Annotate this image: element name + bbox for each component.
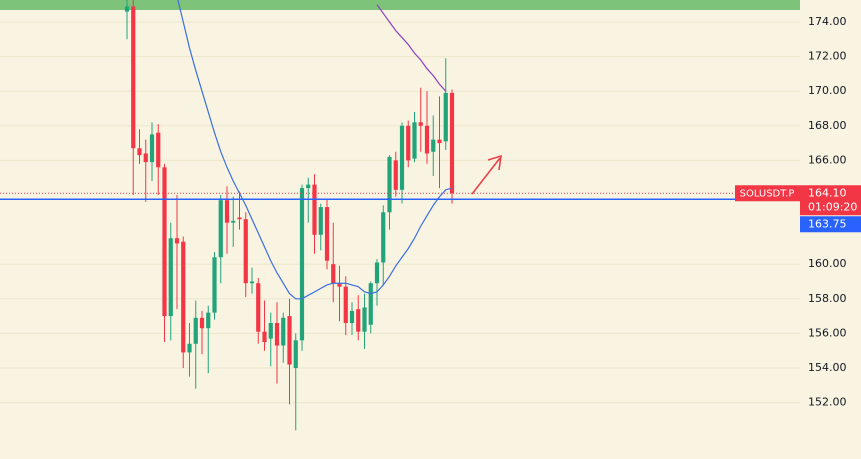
candle-body	[337, 283, 342, 287]
last-price-badge	[800, 185, 861, 216]
candle-body	[199, 317, 205, 329]
candle-body	[349, 310, 355, 324]
candle-body	[281, 317, 286, 346]
candle-body	[256, 283, 261, 332]
grid	[0, 21, 800, 404]
y-tick-label: 174.00	[808, 15, 847, 28]
symbol-label: SOLUSDT.P	[740, 188, 795, 199]
candle-body	[237, 217, 242, 220]
candle-body	[318, 207, 323, 235]
candle-body	[224, 200, 230, 223]
ma-line	[376, 4, 447, 92]
candle-body	[356, 309, 361, 332]
candle-body	[331, 264, 336, 284]
candle-body	[243, 219, 248, 284]
y-tick-label: 168.00	[808, 119, 847, 132]
candle-body	[381, 212, 386, 263]
candle-body	[193, 317, 198, 344]
candle-body	[143, 153, 148, 163]
countdown-label: 01:09:20	[808, 200, 857, 213]
candle-body	[449, 92, 455, 194]
candle-body	[268, 323, 273, 339]
price-line-badge	[800, 216, 861, 233]
candle-body	[274, 323, 280, 346]
candle-body	[156, 132, 161, 168]
y-tick-label: 154.00	[808, 361, 847, 374]
price-axis: 152.00 154.00 156.00 158.00 160.00 166.00 168.…	[808, 15, 847, 409]
candle-body	[299, 188, 305, 341]
y-tick-label: 156.00	[808, 326, 847, 339]
plot	[0, 0, 800, 431]
ma-line	[177, 0, 453, 300]
candle-body	[249, 281, 255, 284]
candle-body	[293, 340, 298, 368]
candle-body	[387, 156, 392, 213]
price-line-label: 163.75	[808, 217, 847, 230]
y-tick-label: 152.00	[808, 396, 847, 409]
candle-body	[399, 125, 405, 190]
candle-body	[124, 6, 130, 12]
candle-body	[149, 134, 155, 163]
candle-body	[343, 286, 348, 324]
candle-body	[443, 92, 448, 142]
candle-body	[312, 184, 317, 235]
candle-body	[187, 343, 192, 353]
candle-body	[262, 331, 267, 343]
y-tick-label: 172.00	[808, 50, 847, 63]
last-price-label: 164.10	[808, 186, 847, 199]
candle-body	[324, 207, 330, 261]
y-tick-label: 170.00	[808, 84, 847, 97]
candle-body	[418, 122, 423, 126]
candle-body	[131, 6, 136, 149]
candle-body	[218, 200, 223, 258]
candle-body	[412, 122, 417, 159]
candle-body	[374, 262, 380, 284]
candle-body	[212, 257, 217, 313]
symbol-badge	[735, 185, 800, 202]
candle-body	[231, 220, 236, 223]
y-tick-label: 166.00	[808, 153, 847, 166]
candle-body	[306, 184, 311, 189]
candle-body	[437, 139, 442, 144]
candle-body	[168, 238, 173, 317]
arrow	[471, 154, 502, 195]
candle-body	[406, 125, 411, 161]
y-tick-label: 158.00	[808, 292, 847, 305]
candle-body	[287, 316, 292, 365]
candle-body	[174, 238, 180, 244]
candle-body	[393, 160, 398, 190]
candle-body	[181, 241, 186, 353]
y-tick-label: 160.00	[808, 257, 847, 270]
candle-body	[368, 283, 373, 325]
zone-band	[0, 0, 800, 10]
candle-body	[424, 125, 430, 154]
candle-body	[137, 148, 142, 156]
candle-body	[162, 167, 167, 317]
candle-body	[362, 307, 367, 332]
candle-body	[206, 312, 211, 329]
candle-body	[431, 139, 436, 152]
